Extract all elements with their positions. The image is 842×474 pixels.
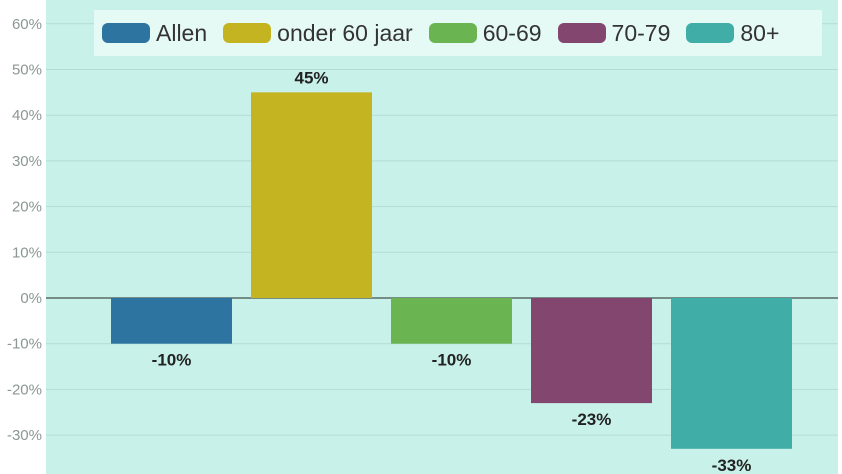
- legend-swatch-80-plus: [686, 23, 735, 43]
- y-tick-label: -30%: [7, 427, 42, 444]
- y-tick-label: -20%: [7, 381, 42, 398]
- legend-label-onder-60: onder 60 jaar: [277, 19, 413, 46]
- bar-1[interactable]: [111, 298, 232, 344]
- legend-item-onder-60[interactable]: onder 60 jaar: [223, 20, 413, 47]
- value-label: -10%: [152, 351, 192, 370]
- legend-swatch-60-69: [428, 23, 477, 43]
- bar-2[interactable]: [251, 92, 372, 298]
- value-label: -33%: [712, 456, 752, 474]
- legend-swatch-70-79: [557, 23, 606, 43]
- bar-5[interactable]: [671, 298, 792, 449]
- y-tick-label: 10%: [12, 244, 42, 261]
- y-tick-label: 0%: [20, 290, 42, 307]
- legend-item-70-79[interactable]: 70-79: [557, 19, 671, 47]
- bar-4[interactable]: [531, 298, 652, 404]
- legend-item-60-69[interactable]: 60-69: [428, 19, 542, 47]
- y-tick-label: 20%: [12, 199, 42, 216]
- legend-label-60-69: 60-69: [482, 19, 542, 46]
- y-tick-label: 30%: [12, 153, 42, 170]
- y-tick-label: 50%: [12, 62, 42, 79]
- value-label: 45%: [294, 68, 328, 87]
- legend-swatch-allen: [102, 23, 150, 43]
- legend-label-allen: Allen: [156, 19, 208, 46]
- value-label: -23%: [572, 410, 612, 429]
- value-label: -10%: [432, 351, 472, 370]
- y-tick-label: 40%: [12, 107, 42, 124]
- bar-3[interactable]: [391, 298, 512, 344]
- legend-label-70-79: 70-79: [611, 19, 671, 46]
- y-tick-label: 60%: [12, 16, 42, 33]
- legend-item-80-plus[interactable]: 80+: [686, 20, 779, 47]
- legend-item-allen[interactable]: Allen: [102, 20, 207, 47]
- y-tick-label: -10%: [7, 336, 42, 353]
- legend: Allen onder 60 jaar 60-69 70-79 80+: [94, 10, 822, 56]
- legend-swatch-onder-60: [223, 23, 272, 43]
- legend-label-80-plus: 80+: [740, 19, 780, 46]
